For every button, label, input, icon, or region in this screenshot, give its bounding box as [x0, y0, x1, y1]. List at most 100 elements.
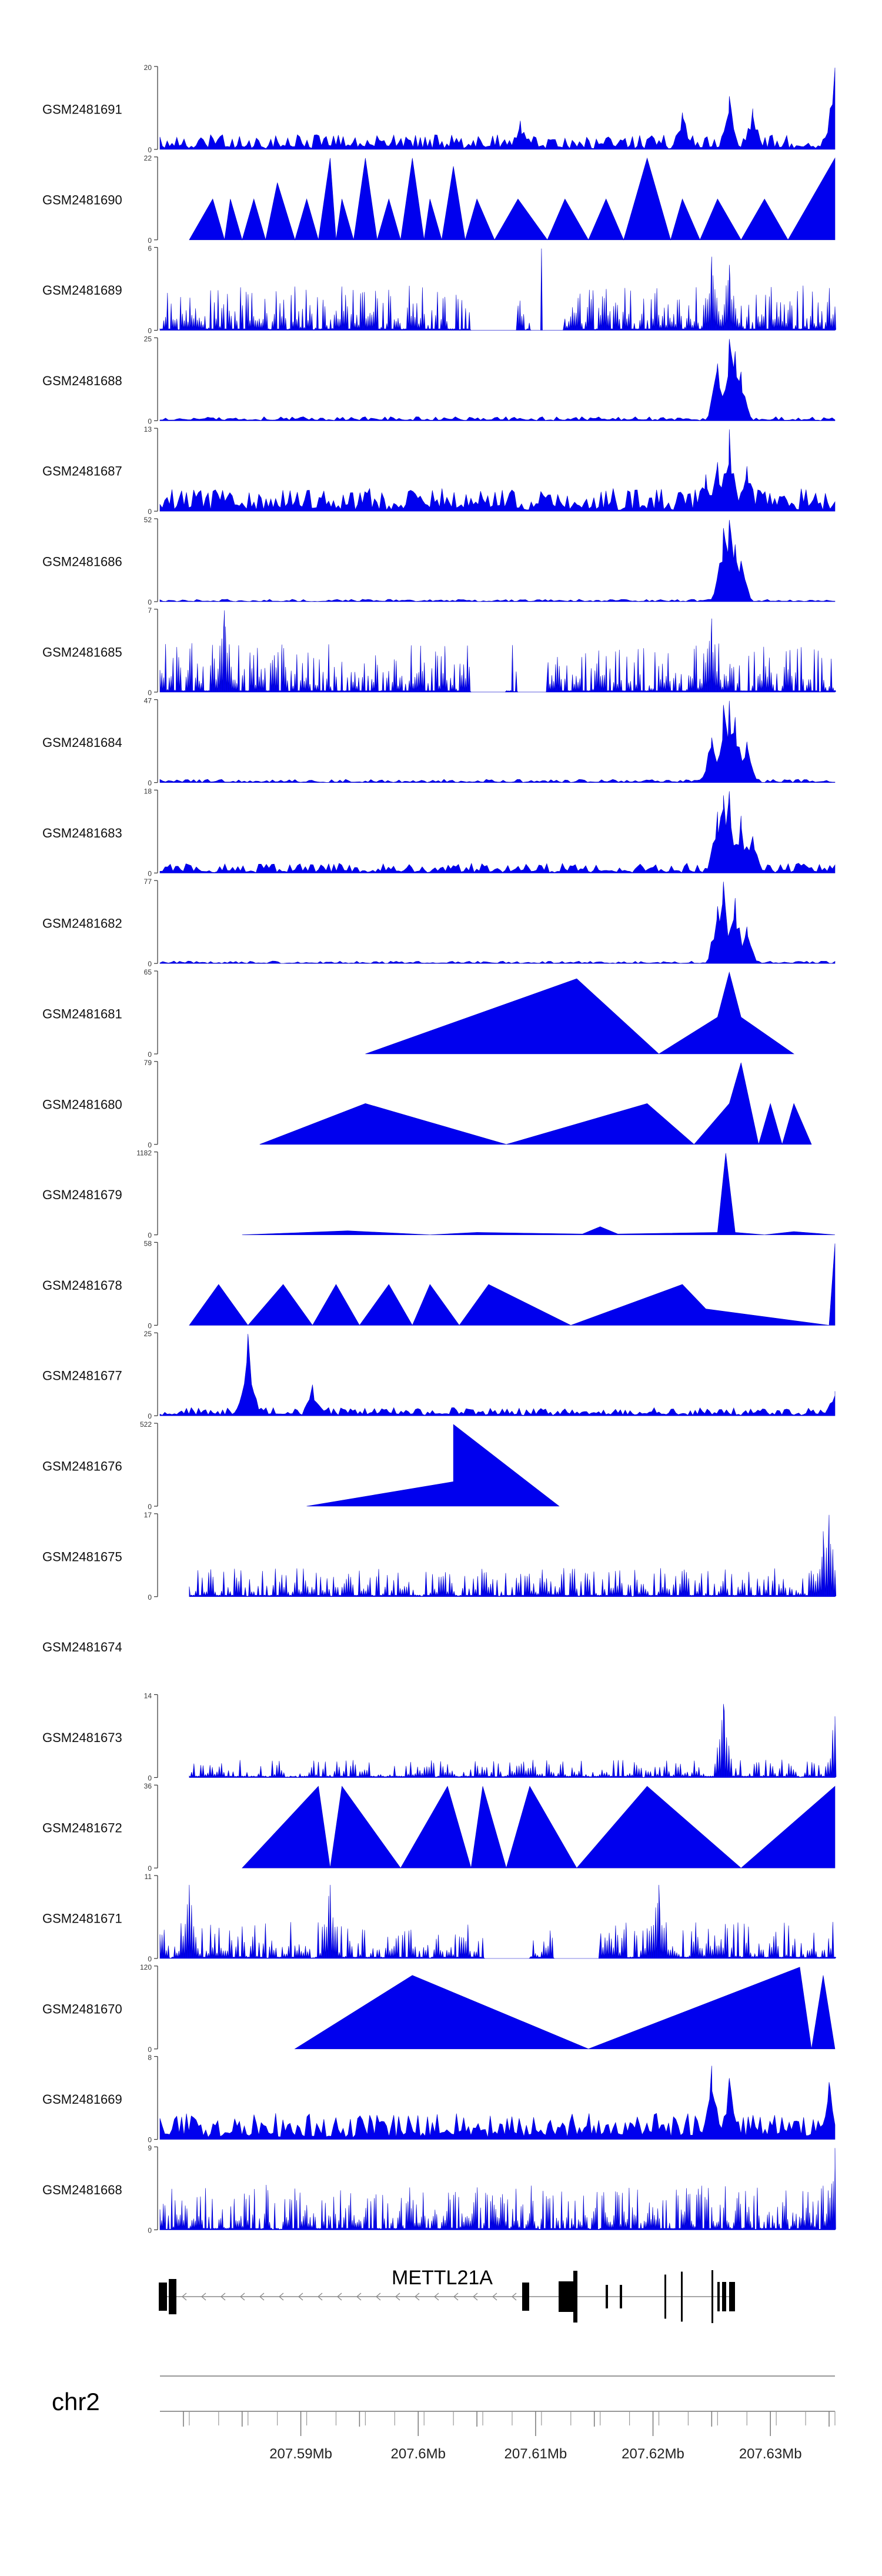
strand-arrow — [395, 2293, 400, 2301]
exon — [169, 2279, 176, 2314]
y-min-label: 0 — [148, 327, 152, 335]
track-label: GSM2481683 — [42, 826, 122, 840]
x-tick-label: 207.59Mb — [269, 2446, 332, 2462]
track-label: GSM2481671 — [42, 1911, 122, 1926]
x-tick-label: 207.63Mb — [739, 2446, 802, 2462]
y-min-label: 0 — [148, 1322, 152, 1330]
y-max-label: 11 — [145, 1873, 152, 1881]
track-GSM2481677: GSM2481677 25 0 — [42, 1330, 836, 1420]
y-max-label: 52 — [144, 516, 152, 524]
track-GSM2481679: GSM2481679 1182 0 — [42, 1149, 836, 1240]
y-min-label: 0 — [148, 689, 152, 697]
y-min-label: 0 — [148, 2226, 152, 2234]
y-min-label: 0 — [148, 236, 152, 245]
coverage-area — [159, 339, 836, 421]
coverage-area — [159, 519, 836, 602]
track-GSM2481688: GSM2481688 25 0 — [42, 335, 836, 425]
exon — [664, 2274, 666, 2319]
track-GSM2481675: GSM2481675 17 0 — [42, 1511, 837, 1601]
y-max-label: 17 — [144, 1511, 152, 1519]
coverage-area — [294, 1967, 836, 2050]
coverage-area — [242, 1153, 836, 1235]
track-GSM2481681: GSM2481681 65 0 — [42, 968, 795, 1059]
track-GSM2481671: GSM2481671 11 0 — [42, 1873, 837, 1963]
y-min-label: 0 — [148, 1141, 152, 1149]
y-max-label: 25 — [144, 1330, 152, 1338]
y-max-label: 79 — [144, 1059, 152, 1067]
coverage-area — [159, 1334, 836, 1416]
exon — [606, 2285, 608, 2308]
strand-arrow — [434, 2293, 439, 2301]
exon — [573, 2271, 577, 2323]
track-label: GSM2481669 — [42, 2092, 122, 2107]
y-max-label: 25 — [144, 335, 152, 343]
exon — [729, 2282, 735, 2311]
track-GSM2481673: GSM2481673 14 0 — [42, 1691, 837, 1782]
strand-arrow — [492, 2293, 497, 2301]
strand-arrow — [415, 2293, 420, 2301]
y-max-label: 7 — [148, 606, 152, 615]
track-label: GSM2481673 — [42, 1730, 122, 1745]
coverage-area — [189, 157, 836, 241]
strand-arrow — [376, 2293, 381, 2301]
track-GSM2481668: GSM2481668 9 0 — [42, 2144, 836, 2234]
coverage-area — [306, 1424, 560, 1507]
track-GSM2481684: GSM2481684 47 0 — [42, 697, 836, 788]
track-label: GSM2481690 — [42, 192, 122, 207]
x-tick-label: 207.61Mb — [505, 2446, 567, 2462]
strand-arrow — [356, 2293, 362, 2301]
strand-arrow — [318, 2293, 323, 2301]
y-min-label: 0 — [148, 598, 152, 606]
track-GSM2481676: GSM2481676 522 0 — [42, 1420, 560, 1511]
strand-arrow — [182, 2293, 187, 2301]
gene-label: METTL21A — [392, 2267, 493, 2289]
coverage-area — [159, 2066, 836, 2140]
y-min-label: 0 — [148, 1232, 152, 1240]
exon — [681, 2271, 683, 2322]
track-label: GSM2481670 — [42, 2001, 122, 2016]
y-min-label: 0 — [148, 1503, 152, 1511]
track-GSM2481672: GSM2481672 36 0 — [42, 1782, 836, 1873]
y-max-label: 1182 — [136, 1149, 152, 1157]
track-GSM2481670: GSM2481670 120 0 — [42, 1963, 836, 2054]
y-max-label: 18 — [144, 787, 152, 795]
track-GSM2481669: GSM2481669 8 0 — [42, 2054, 836, 2144]
strand-arrow — [512, 2293, 517, 2301]
coverage-area — [189, 1514, 837, 1597]
track-label: GSM2481685 — [42, 645, 122, 659]
strand-arrow — [220, 2293, 226, 2301]
y-min-label: 0 — [148, 1864, 152, 1873]
track-label: GSM2481688 — [42, 373, 122, 388]
y-max-label: 14 — [144, 1691, 152, 1700]
track-label: GSM2481668 — [42, 2183, 122, 2197]
y-min-label: 0 — [148, 960, 152, 968]
track-GSM2481680: GSM2481680 79 0 — [42, 1059, 812, 1149]
y-min-label: 0 — [148, 1050, 152, 1059]
y-min-label: 0 — [148, 869, 152, 877]
y-max-label: 522 — [140, 1420, 152, 1429]
coverage-area — [189, 1704, 837, 1778]
exon — [722, 2282, 726, 2311]
coverage-area — [159, 700, 836, 783]
track-GSM2481678: GSM2481678 58 0 — [42, 1239, 836, 1330]
y-max-label: 9 — [148, 2144, 152, 2152]
track-GSM2481691: GSM2481691 20 0 — [42, 64, 836, 154]
exon — [522, 2283, 529, 2311]
track-label: GSM2481680 — [42, 1097, 122, 1112]
track-label: GSM2481687 — [42, 464, 122, 479]
track-GSM2481674: GSM2481674 — [42, 1640, 122, 1654]
y-max-label: 77 — [144, 877, 152, 886]
coverage-area — [159, 882, 836, 964]
y-max-label: 120 — [140, 1963, 152, 1971]
gene-model: METTL21A — [159, 2267, 735, 2323]
coverage-area — [259, 1062, 812, 1145]
y-min-label: 0 — [148, 1774, 152, 1782]
exon — [159, 2283, 167, 2311]
track-GSM2481687: GSM2481687 13 0 — [42, 425, 836, 516]
y-min-label: 0 — [148, 146, 152, 154]
coverage-area — [189, 1243, 836, 1326]
x-tick-label: 207.6Mb — [391, 2446, 446, 2462]
strand-arrow — [298, 2293, 303, 2301]
coverage-area — [159, 248, 836, 331]
